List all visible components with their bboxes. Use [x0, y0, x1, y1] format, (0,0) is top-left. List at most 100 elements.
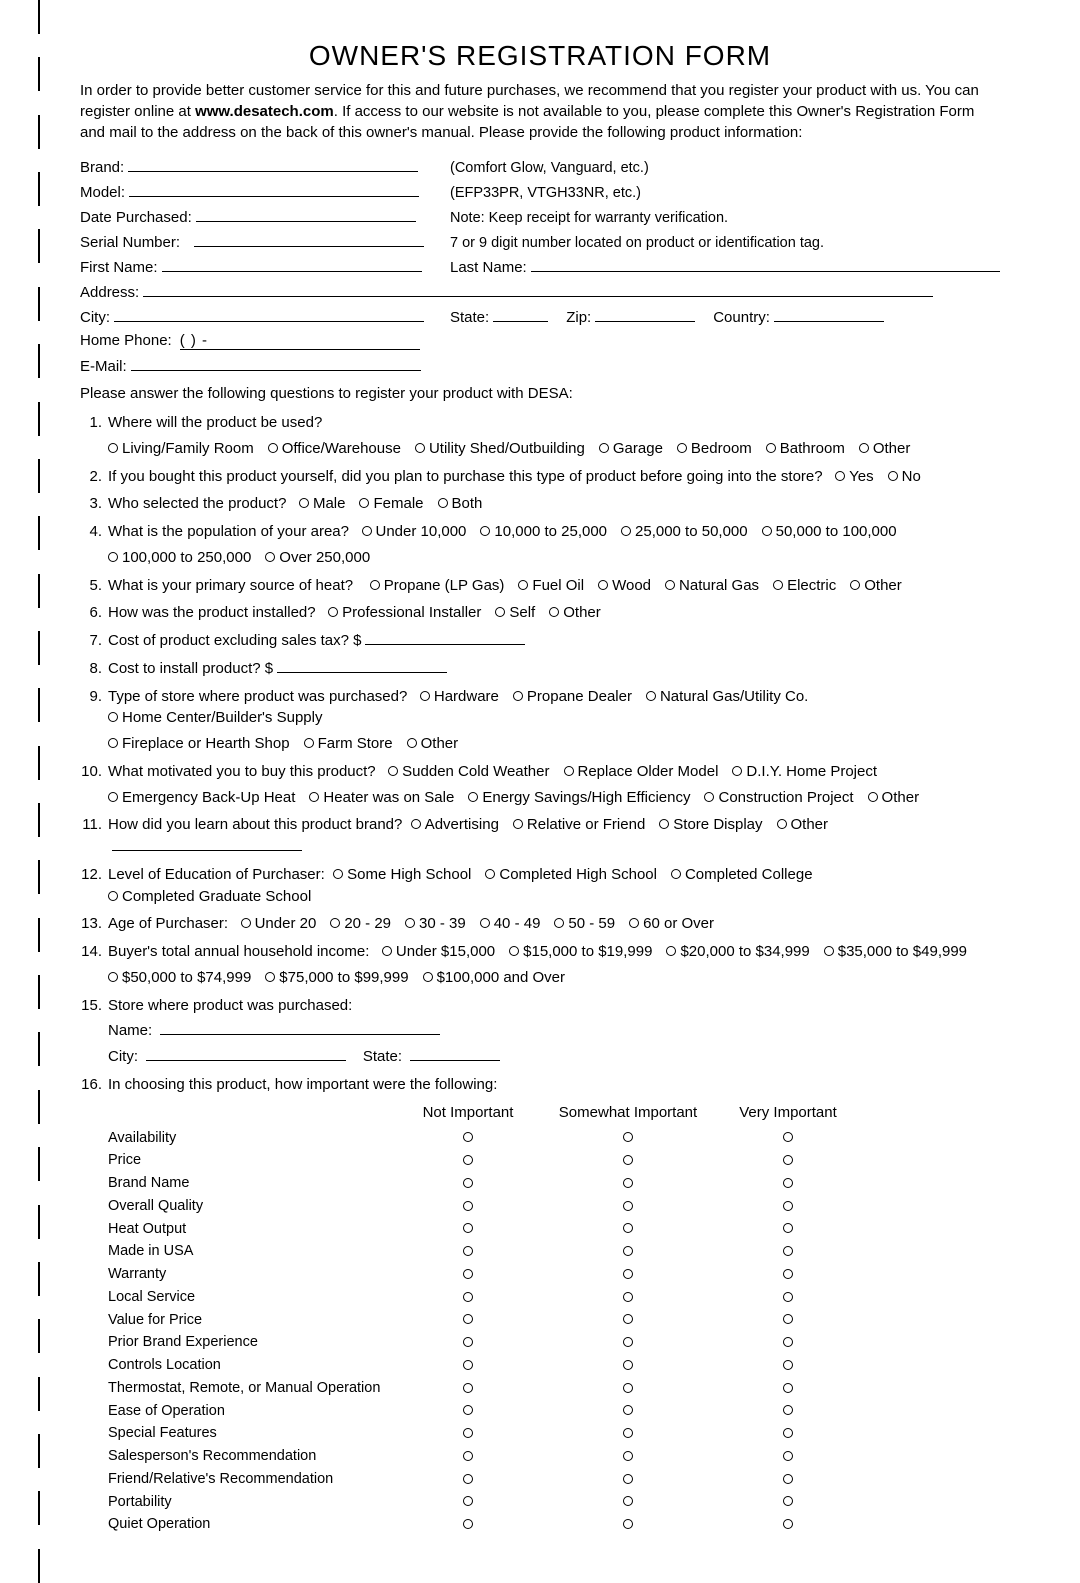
radio-icon[interactable]: [407, 738, 417, 748]
importance-cell[interactable]: [548, 1264, 708, 1286]
importance-cell[interactable]: [548, 1196, 708, 1218]
radio-icon[interactable]: [463, 1496, 473, 1506]
importance-cell[interactable]: [708, 1400, 868, 1422]
email-input[interactable]: [131, 356, 421, 371]
option[interactable]: $35,000 to $49,999: [824, 941, 967, 963]
radio-icon[interactable]: [621, 526, 631, 536]
option[interactable]: Emergency Back-Up Heat: [108, 787, 295, 809]
importance-cell[interactable]: [388, 1491, 548, 1513]
option[interactable]: Garage: [599, 438, 663, 460]
radio-icon[interactable]: [623, 1337, 633, 1347]
option[interactable]: Other: [850, 575, 902, 597]
importance-cell[interactable]: [548, 1378, 708, 1400]
radio-icon[interactable]: [623, 1132, 633, 1142]
importance-cell[interactable]: [548, 1173, 708, 1195]
radio-icon[interactable]: [623, 1496, 633, 1506]
radio-icon[interactable]: [463, 1223, 473, 1233]
option[interactable]: Self: [495, 602, 535, 624]
city-input[interactable]: [114, 307, 424, 322]
importance-cell[interactable]: [388, 1218, 548, 1240]
importance-cell[interactable]: [388, 1309, 548, 1331]
option[interactable]: Other: [549, 602, 601, 624]
importance-cell[interactable]: [548, 1287, 708, 1309]
last-name-input[interactable]: [531, 257, 1000, 272]
radio-icon[interactable]: [623, 1201, 633, 1211]
state-input[interactable]: [493, 307, 548, 322]
radio-icon[interactable]: [623, 1360, 633, 1370]
importance-cell[interactable]: [548, 1469, 708, 1491]
option[interactable]: Relative or Friend: [513, 814, 645, 836]
option[interactable]: 20 - 29: [330, 913, 391, 935]
option[interactable]: Farm Store: [304, 733, 393, 755]
radio-icon[interactable]: [783, 1132, 793, 1142]
radio-icon[interactable]: [599, 443, 609, 453]
radio-icon[interactable]: [463, 1474, 473, 1484]
q15-state-input[interactable]: [410, 1046, 500, 1061]
radio-icon[interactable]: [382, 946, 392, 956]
radio-icon[interactable]: [783, 1201, 793, 1211]
radio-icon[interactable]: [783, 1383, 793, 1393]
importance-cell[interactable]: [388, 1332, 548, 1354]
option[interactable]: Other: [859, 438, 911, 460]
radio-icon[interactable]: [463, 1292, 473, 1302]
importance-cell[interactable]: [548, 1446, 708, 1468]
importance-cell[interactable]: [708, 1150, 868, 1172]
option[interactable]: Female: [359, 493, 423, 515]
q15-name-input[interactable]: [160, 1020, 440, 1035]
radio-icon[interactable]: [411, 819, 421, 829]
option[interactable]: Living/Family Room: [108, 438, 254, 460]
radio-icon[interactable]: [783, 1337, 793, 1347]
home-phone-input[interactable]: ( ) -: [180, 332, 420, 350]
radio-icon[interactable]: [783, 1428, 793, 1438]
radio-icon[interactable]: [623, 1292, 633, 1302]
option[interactable]: $50,000 to $74,999: [108, 967, 251, 989]
radio-icon[interactable]: [268, 443, 278, 453]
option[interactable]: Under 20: [241, 913, 317, 935]
radio-icon[interactable]: [370, 580, 380, 590]
radio-icon[interactable]: [480, 918, 490, 928]
option[interactable]: Some High School: [333, 864, 471, 886]
address-input[interactable]: [143, 282, 933, 297]
importance-cell[interactable]: [388, 1514, 548, 1536]
option[interactable]: Replace Older Model: [564, 761, 719, 783]
option[interactable]: Under 10,000: [362, 521, 467, 543]
importance-cell[interactable]: [708, 1469, 868, 1491]
importance-cell[interactable]: [548, 1127, 708, 1149]
radio-icon[interactable]: [623, 1474, 633, 1484]
importance-cell[interactable]: [708, 1287, 868, 1309]
radio-icon[interactable]: [108, 792, 118, 802]
option[interactable]: Energy Savings/High Efficiency: [468, 787, 690, 809]
radio-icon[interactable]: [783, 1155, 793, 1165]
importance-cell[interactable]: [388, 1264, 548, 1286]
radio-icon[interactable]: [623, 1269, 633, 1279]
radio-icon[interactable]: [868, 792, 878, 802]
radio-icon[interactable]: [888, 471, 898, 481]
importance-cell[interactable]: [388, 1173, 548, 1195]
importance-cell[interactable]: [708, 1514, 868, 1536]
option[interactable]: 10,000 to 25,000: [480, 521, 607, 543]
importance-cell[interactable]: [548, 1241, 708, 1263]
radio-icon[interactable]: [362, 526, 372, 536]
radio-icon[interactable]: [495, 607, 505, 617]
radio-icon[interactable]: [423, 972, 433, 982]
radio-icon[interactable]: [783, 1246, 793, 1256]
radio-icon[interactable]: [328, 607, 338, 617]
radio-icon[interactable]: [513, 819, 523, 829]
option[interactable]: $100,000 and Over: [423, 967, 565, 989]
radio-icon[interactable]: [463, 1269, 473, 1279]
radio-icon[interactable]: [659, 819, 669, 829]
radio-icon[interactable]: [309, 792, 319, 802]
option[interactable]: Bedroom: [677, 438, 752, 460]
radio-icon[interactable]: [783, 1178, 793, 1188]
option[interactable]: 100,000 to 250,000: [108, 547, 251, 569]
radio-icon[interactable]: [108, 891, 118, 901]
radio-icon[interactable]: [420, 691, 430, 701]
option[interactable]: Yes: [835, 466, 873, 488]
radio-icon[interactable]: [623, 1383, 633, 1393]
importance-cell[interactable]: [388, 1127, 548, 1149]
importance-cell[interactable]: [548, 1400, 708, 1422]
importance-cell[interactable]: [548, 1150, 708, 1172]
q8-input[interactable]: [277, 658, 447, 673]
importance-cell[interactable]: [388, 1241, 548, 1263]
radio-icon[interactable]: [783, 1519, 793, 1529]
